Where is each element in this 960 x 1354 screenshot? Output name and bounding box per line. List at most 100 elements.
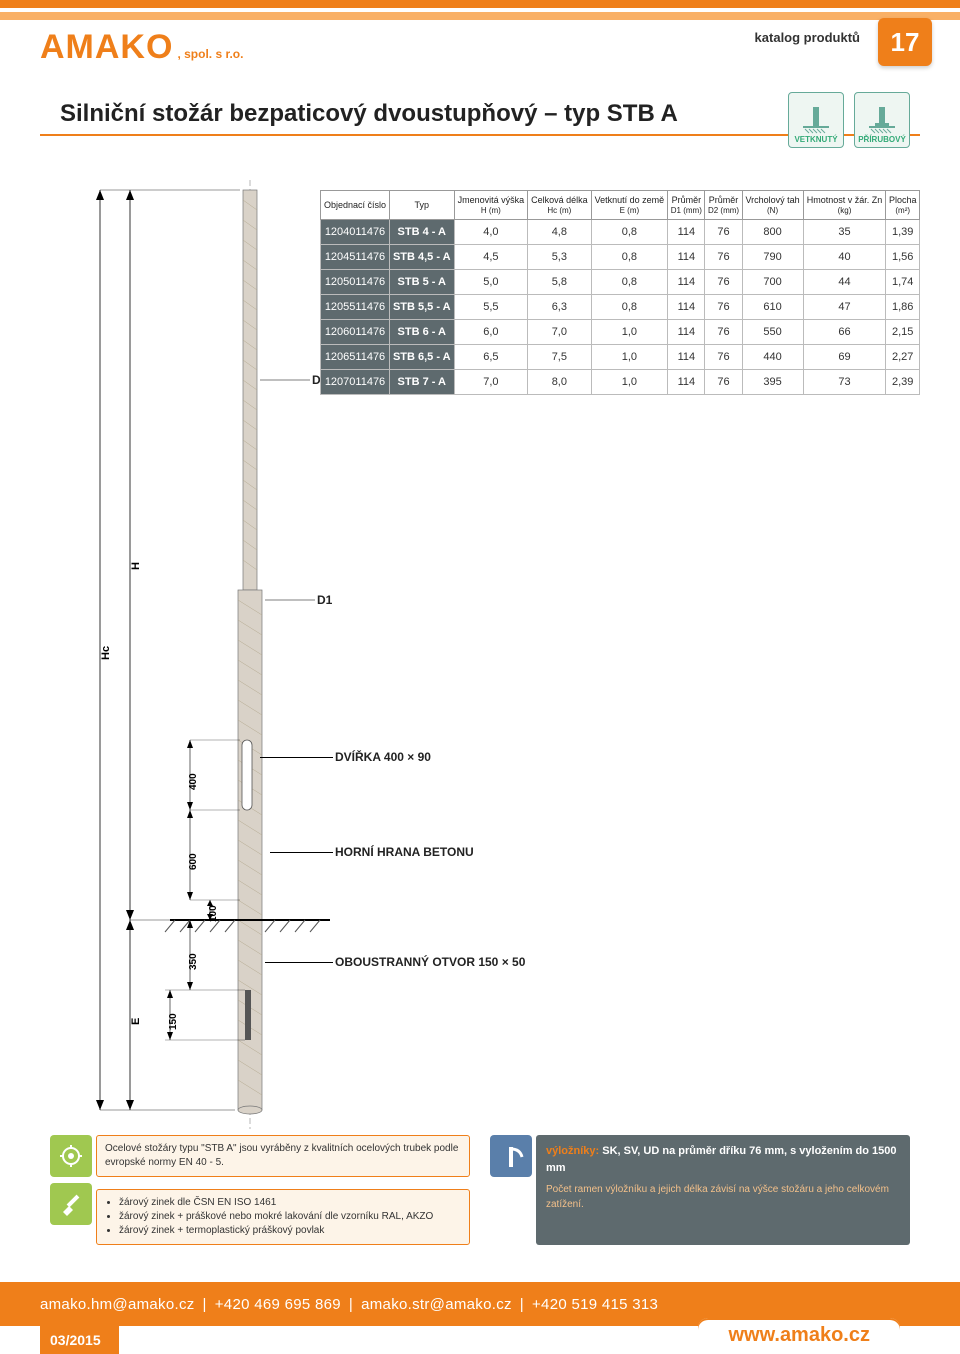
table-cell: STB 7 - A	[390, 370, 455, 395]
table-cell: 440	[742, 345, 803, 370]
table-cell: 700	[742, 270, 803, 295]
badge-prirubovy: PŘÍRUBOVÝ	[854, 92, 910, 148]
table-cell: 1,39	[886, 220, 920, 245]
table-cell: 114	[668, 370, 705, 395]
spec-table-head: Objednací čísloTypJmenovitá výškaH (m)Ce…	[321, 191, 920, 220]
table-cell: 1205011476	[321, 270, 390, 295]
logo-subtext: , spol. s r.o.	[177, 47, 243, 61]
table-cell: 395	[742, 370, 803, 395]
footer-sep: |	[520, 1296, 524, 1313]
table-row: 1207011476STB 7 - A7,08,01,011476395732,…	[321, 370, 920, 395]
dim-400: 400	[188, 773, 199, 790]
spec-table-body: 1204011476STB 4 - A4,04,80,811476800351,…	[321, 220, 920, 395]
logo: AMAKO , spol. s r.o.	[40, 28, 243, 67]
table-cell: 610	[742, 295, 803, 320]
vylozniky-box: výložníky: SK, SV, UD na průměr dříku 76…	[536, 1135, 910, 1245]
material-info-box: Ocelové stožáry typu "STB A" jsou vyrábě…	[96, 1135, 470, 1177]
dim-hc: Hc	[100, 646, 112, 660]
table-cell: 800	[742, 220, 803, 245]
table-cell: 6,5	[454, 345, 528, 370]
table-cell: 4,8	[528, 220, 591, 245]
table-cell: 2,15	[886, 320, 920, 345]
table-cell: 35	[803, 220, 886, 245]
table-cell: 44	[803, 270, 886, 295]
top-stripe-1	[0, 0, 960, 8]
table-row: 1206511476STB 6,5 - A6,57,51,01147644069…	[321, 345, 920, 370]
arm-icon	[490, 1135, 532, 1177]
surface-bullet: žárový zinek + termoplastický práškový p…	[119, 1224, 461, 1238]
table-cell: 1,56	[886, 245, 920, 270]
table-cell: 40	[803, 245, 886, 270]
table-cell: 7,0	[528, 320, 591, 345]
table-cell: 1207011476	[321, 370, 390, 395]
table-cell: 76	[705, 320, 742, 345]
table-cell: 1205511476	[321, 295, 390, 320]
table-cell: STB 5,5 - A	[390, 295, 455, 320]
table-cell: 114	[668, 220, 705, 245]
vyl-note: Počet ramen výložníku a jejich délka záv…	[546, 1182, 900, 1212]
catalog-page: AMAKO , spol. s r.o. katalog produktů 17…	[0, 0, 960, 1354]
table-cell: STB 6,5 - A	[390, 345, 455, 370]
surface-bullet: žárový zinek dle ČSN EN ISO 1461	[119, 1196, 461, 1210]
table-cell: 550	[742, 320, 803, 345]
table-cell: STB 6 - A	[390, 320, 455, 345]
table-cell: 1,86	[886, 295, 920, 320]
footer-sep: |	[349, 1296, 353, 1313]
top-stripe-2	[0, 12, 960, 20]
dim-e: E	[130, 1018, 142, 1025]
table-cell: 76	[705, 245, 742, 270]
surface-bullet: žárový zinek + práškové nebo mokré lakov…	[119, 1210, 461, 1224]
table-cell: STB 5 - A	[390, 270, 455, 295]
table-row: 1205011476STB 5 - A5,05,80,811476700441,…	[321, 270, 920, 295]
table-cell: 76	[705, 345, 742, 370]
table-cell: 2,39	[886, 370, 920, 395]
table-cell: 6,3	[528, 295, 591, 320]
footer-email2: amako.str@amako.cz	[361, 1296, 512, 1313]
page-number-tab: 17	[878, 18, 932, 66]
table-column-header: Vetknutí do zeměE (m)	[591, 191, 668, 220]
table-cell: 0,8	[591, 270, 668, 295]
dim-100: 100	[208, 905, 219, 922]
table-cell: 114	[668, 245, 705, 270]
table-cell: 5,3	[528, 245, 591, 270]
material-text: Ocelové stožáry typu "STB A" jsou vyrábě…	[105, 1143, 458, 1168]
gear-icon	[50, 1135, 92, 1177]
brush-icon	[50, 1183, 92, 1225]
table-cell: 4,0	[454, 220, 528, 245]
vyl-prefix: výložníky:	[546, 1145, 599, 1157]
table-column-header: Hmotnost v žár. Zn(kg)	[803, 191, 886, 220]
dim-600: 600	[188, 853, 199, 870]
table-column-header: Plocha(m²)	[886, 191, 920, 220]
table-column-header: PrůměrD2 (mm)	[705, 191, 742, 220]
callout-otvor: OBOUSTRANNÝ OTVOR 150 × 50	[335, 955, 525, 969]
table-cell: 1,74	[886, 270, 920, 295]
table-cell: 7,5	[528, 345, 591, 370]
callout-dvirka: DVÍŘKA 400 × 90	[335, 750, 431, 764]
footer-phone1: +420 469 695 869	[215, 1296, 341, 1313]
mount-type-badges: VETKNUTÝ PŘÍRUBOVÝ	[788, 92, 910, 148]
table-cell: 73	[803, 370, 886, 395]
table-cell: 114	[668, 270, 705, 295]
table-cell: 76	[705, 220, 742, 245]
footer-sep: |	[203, 1296, 207, 1313]
vyl-main: SK, SV, UD na průměr dříku 76 mm, s vylo…	[546, 1145, 897, 1174]
table-cell: 66	[803, 320, 886, 345]
table-column-header: Celková délkaHc (m)	[528, 191, 591, 220]
table-cell: 76	[705, 370, 742, 395]
page-title: Silniční stožár bezpaticový dvoustupňový…	[60, 100, 678, 128]
info-icons-col	[50, 1135, 96, 1245]
dim-h: H	[130, 562, 142, 570]
table-cell: 4,5	[454, 245, 528, 270]
table-cell: 7,0	[454, 370, 528, 395]
table-column-header: PrůměrD1 (mm)	[668, 191, 705, 220]
table-cell: 1,0	[591, 320, 668, 345]
table-column-header: Jmenovitá výškaH (m)	[454, 191, 528, 220]
table-cell: 1204511476	[321, 245, 390, 270]
table-cell: 6,0	[454, 320, 528, 345]
table-column-header: Vrcholový tah(N)	[742, 191, 803, 220]
footer-phone2: +420 519 415 313	[532, 1296, 658, 1313]
footer-www: www.amako.cz	[698, 1318, 900, 1354]
callout-horni-hrana: HORNÍ HRANA BETONU	[335, 845, 474, 859]
surface-info-box: žárový zinek dle ČSN EN ISO 1461žárový z…	[96, 1189, 470, 1245]
table-cell: 1,0	[591, 370, 668, 395]
